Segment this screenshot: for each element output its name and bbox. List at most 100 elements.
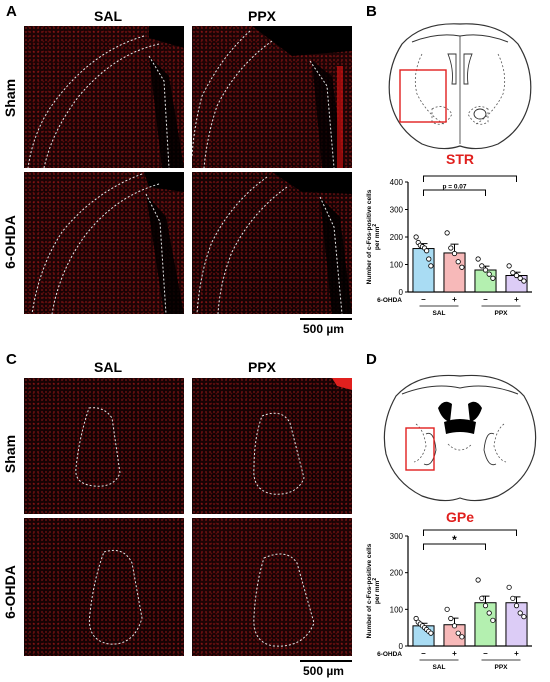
gpe-chart-group-label: PPX — [494, 664, 508, 671]
micrograph-gpe-sham-ppx — [192, 378, 352, 514]
str-chart-sig-label: * — [468, 172, 473, 179]
panel-b-letter: B — [366, 3, 377, 20]
str-chart-sig-bracket — [423, 189, 486, 196]
panel-c-row-label-6ohda: 6-OHDA — [2, 565, 18, 619]
gpe-chart-bar — [505, 602, 528, 647]
str-chart-data-point — [475, 256, 481, 262]
str-chart-ylabel: Number of c-Fos-positive cellsper mm2 — [366, 189, 381, 284]
gpe-chart-sig-label: * — [452, 533, 457, 547]
gpe-chart-bar — [474, 602, 497, 647]
gpe-chart-data-point — [451, 623, 458, 629]
str-chart-data-point — [428, 263, 434, 269]
str-chart-data-point — [479, 263, 485, 269]
gpe-chart-sig-label: * — [468, 526, 473, 533]
panel-a-col-title-ppx: PPX — [247, 8, 276, 24]
str-chart-data-point — [444, 230, 450, 236]
str-chart-treatment-sign: – — [421, 295, 426, 304]
gpe-chart-treatment-sign: – — [421, 649, 426, 658]
panel-a-row-label-sham: Sham — [2, 78, 18, 118]
str-chart-data-point — [486, 271, 492, 277]
gpe-chart-treatment-sign: + — [452, 649, 457, 658]
gpe-chart-data-point — [444, 606, 450, 612]
str-chart-data-point — [490, 275, 496, 281]
panel-c-col-title-sal: SAL — [94, 359, 122, 375]
gpe-chart-data-point — [506, 584, 512, 590]
gpe-chart-ytick-label: 100 — [390, 605, 404, 614]
gpe-chart-treatment-label: 6-OHDA — [377, 651, 402, 658]
gpe-chart-data-point — [521, 614, 527, 620]
panel-a-scale-bar — [300, 318, 352, 320]
str-chart-treatment-label: 6-OHDA — [377, 297, 402, 304]
str-chart-data-point — [459, 264, 465, 270]
micrograph-gpe-sham-sal — [24, 378, 184, 514]
str-chart-treatment-sign: + — [514, 295, 519, 304]
micrograph-str-6ohda-sal — [24, 172, 184, 314]
gpe-chart-data-point — [459, 634, 465, 640]
panel-c-letter: C — [6, 351, 17, 368]
str-chart-data-point — [455, 259, 461, 265]
str-chart-sig-label: p = 0.07 — [442, 184, 466, 191]
str-chart-data-point — [506, 263, 512, 269]
chart-gpe-cfos: Number of c-Fos-positive cellsper mm2 0 10… — [366, 526, 532, 671]
panel-c-scale-label: 500 µm — [303, 664, 344, 678]
gpe-chart-group-label: SAL — [433, 664, 446, 671]
str-chart-ytick-label: 200 — [390, 233, 404, 242]
panel-a-scale-label: 500 µm — [303, 322, 344, 336]
str-chart-ytick-label: 300 — [390, 206, 404, 215]
str-chart-bar — [443, 252, 466, 293]
str-chart-data-point — [413, 234, 419, 240]
gpe-chart-data-point — [475, 577, 481, 583]
gpe-chart-treatment-sign: – — [483, 649, 488, 658]
str-chart-bar — [412, 248, 435, 293]
chart-str-cfos: Number of c-Fos-positive cellsper mm2 0 10… — [366, 172, 532, 317]
str-chart-data-point — [510, 270, 516, 276]
str-chart-ytick-label: 0 — [399, 288, 404, 297]
str-chart-bar — [474, 269, 497, 293]
gpe-chart-ylabel: Number of c-Fos-positive cellsper mm2 — [366, 543, 381, 638]
str-chart-data-point — [482, 267, 489, 273]
panel-d-letter: D — [366, 351, 377, 368]
str-chart-data-point — [426, 256, 432, 262]
str-chart-data-point — [448, 245, 454, 251]
str-chart-sig-bracket — [423, 175, 517, 182]
brain-schematic-coronal-str — [382, 14, 538, 154]
micrograph-str-sham-sal — [24, 26, 184, 168]
str-chart-data-point — [517, 275, 523, 281]
gpe-chart-ytick-label: 300 — [390, 532, 404, 541]
str-chart-group-label: PPX — [494, 310, 508, 317]
gpe-chart-data-point — [479, 595, 485, 601]
panel-d-region-label: GPe — [446, 509, 475, 525]
gpe-chart-data-point — [428, 630, 434, 636]
gpe-chart-treatment-sign: + — [514, 649, 519, 658]
gpe-chart-data-point — [455, 630, 461, 636]
micrograph-gpe-6ohda-ppx — [192, 518, 352, 656]
str-chart-data-point — [424, 248, 430, 254]
gpe-chart-ytick-label: 0 — [399, 642, 404, 651]
str-chart-data-point — [513, 272, 520, 279]
panel-c-scale-bar — [300, 660, 352, 662]
str-chart-data-point — [521, 278, 527, 284]
panel-c-row-label-sham: Sham — [2, 434, 18, 474]
gpe-chart-data-point — [517, 610, 523, 616]
gpe-chart-data-point — [510, 595, 516, 601]
panel-a-col-title-sal: SAL — [94, 8, 122, 24]
panel-b-region-label: STR — [446, 151, 474, 167]
gpe-chart-data-point — [513, 603, 520, 609]
panel-a-row-label-6ohda: 6-OHDA — [2, 215, 18, 269]
str-chart-treatment-sign: + — [452, 295, 457, 304]
str-chart-ytick-label: 100 — [390, 261, 404, 270]
gpe-chart-sig-bracket — [423, 543, 486, 550]
gpe-chart-data-point — [482, 603, 489, 609]
micrograph-str-sham-ppx — [192, 26, 352, 168]
str-chart-treatment-sign: – — [483, 295, 488, 304]
micrograph-str-6ohda-ppx — [192, 172, 352, 314]
gpe-chart-data-point — [490, 617, 496, 623]
str-chart-data-point — [451, 250, 458, 257]
gpe-chart-data-point — [448, 615, 454, 622]
str-chart-ytick-label: 400 — [390, 178, 404, 187]
panel-a-letter: A — [6, 3, 17, 20]
brain-schematic-coronal-gpe — [378, 364, 542, 506]
str-chart-group-label: SAL — [433, 310, 446, 317]
gpe-chart-data-point — [486, 610, 492, 616]
gpe-chart-sig-bracket — [423, 529, 517, 536]
